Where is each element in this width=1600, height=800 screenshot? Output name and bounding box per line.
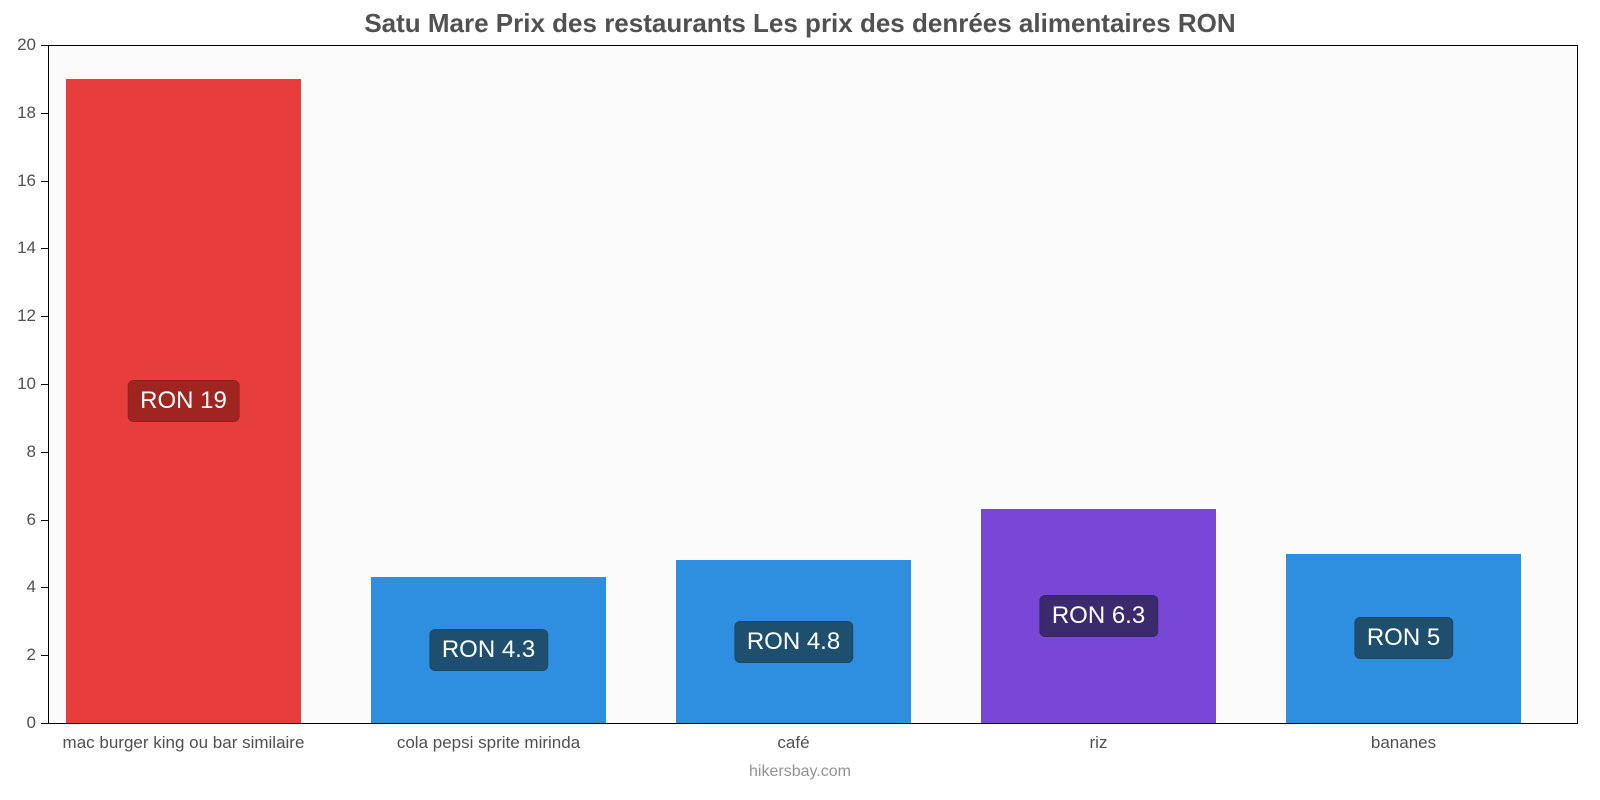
y-tick-label: 18 (0, 103, 36, 123)
chart-title: Satu Mare Prix des restaurants Les prix … (0, 8, 1600, 39)
value-badge: RON 4.3 (429, 629, 548, 671)
y-tick-label: 0 (0, 713, 36, 733)
y-tick-label: 20 (0, 35, 36, 55)
y-tick (41, 452, 48, 453)
y-tick (41, 181, 48, 182)
y-tick-label: 2 (0, 645, 36, 665)
y-tick (41, 384, 48, 385)
y-tick (41, 316, 48, 317)
y-tick (41, 655, 48, 656)
y-tick-label: 10 (0, 374, 36, 394)
price-bar-chart: Satu Mare Prix des restaurants Les prix … (0, 0, 1600, 800)
y-tick (41, 45, 48, 46)
y-axis (48, 45, 49, 723)
y-tick (41, 587, 48, 588)
y-tick-label: 14 (0, 238, 36, 258)
value-badge: RON 5 (1354, 617, 1453, 659)
y-tick (41, 113, 48, 114)
value-badge: RON 4.8 (734, 621, 853, 663)
y-tick-label: 8 (0, 442, 36, 462)
x-category-label: bananes (1204, 733, 1600, 753)
y-tick-label: 12 (0, 306, 36, 326)
x-axis (48, 723, 1578, 724)
y-tick (41, 520, 48, 521)
source-label: hikersbay.com (0, 763, 1600, 781)
y-tick-label: 16 (0, 171, 36, 191)
value-badge: RON 19 (127, 380, 240, 422)
y-tick-label: 6 (0, 510, 36, 530)
value-badge: RON 6.3 (1039, 595, 1158, 637)
y-tick-label: 4 (0, 577, 36, 597)
y-tick (41, 723, 48, 724)
y-tick (41, 248, 48, 249)
